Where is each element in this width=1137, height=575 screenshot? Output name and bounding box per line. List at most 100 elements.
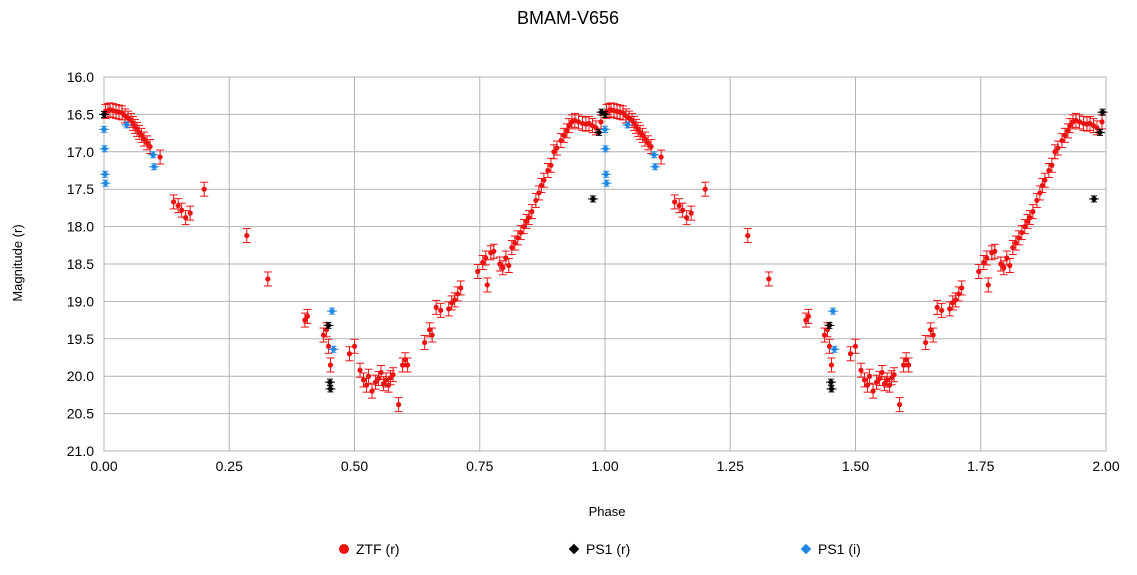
data-point — [865, 368, 874, 384]
data-marker — [378, 369, 384, 376]
data-marker — [123, 121, 130, 129]
data-point — [100, 170, 111, 178]
data-marker — [446, 306, 452, 312]
data-marker — [357, 367, 363, 373]
data-point — [857, 362, 866, 378]
data-marker — [598, 119, 604, 125]
data-marker — [602, 170, 610, 178]
data-point — [513, 230, 522, 246]
data-marker — [100, 111, 108, 118]
data-marker — [201, 186, 207, 192]
y-tick-label: 17.5 — [67, 181, 94, 197]
data-point — [99, 145, 110, 153]
data-point — [1040, 172, 1049, 188]
data-marker — [149, 151, 157, 159]
data-point — [1008, 240, 1017, 256]
legend: ZTF (r) PS1 (r) PS1 (i) — [339, 541, 861, 557]
x-tick-label: 0.25 — [216, 458, 243, 474]
data-marker — [985, 282, 991, 288]
data-marker — [956, 291, 962, 297]
data-marker — [879, 369, 885, 376]
data-point — [350, 338, 359, 354]
x-tick-label: 1.50 — [842, 458, 869, 474]
data-point — [678, 202, 687, 218]
y-tick-label: 20.0 — [67, 368, 94, 384]
data-point — [937, 302, 946, 318]
data-point — [641, 131, 650, 147]
data-marker — [826, 321, 833, 329]
data-marker — [602, 145, 609, 153]
data-marker — [369, 388, 375, 394]
data-point — [379, 376, 388, 392]
data-point — [324, 338, 333, 354]
data-marker — [1090, 195, 1098, 203]
data-point — [895, 397, 904, 413]
data-marker — [438, 307, 444, 313]
legend-label: PS1 (i) — [818, 541, 861, 557]
y-tick-label: 16.0 — [67, 69, 94, 85]
data-marker — [455, 291, 461, 297]
data-marker — [651, 163, 659, 171]
data-marker — [1027, 215, 1033, 221]
data-marker — [346, 351, 353, 357]
data-point — [687, 205, 696, 221]
data-marker — [1010, 244, 1016, 251]
series-2 — [99, 121, 840, 353]
data-marker — [939, 307, 945, 313]
data-marker — [828, 385, 835, 393]
data-point — [600, 110, 610, 118]
data-marker — [100, 125, 108, 133]
data-marker — [891, 372, 897, 378]
data-point — [428, 327, 437, 343]
data-point — [174, 198, 183, 214]
data-marker — [766, 276, 772, 282]
data-marker — [365, 373, 372, 379]
data-marker — [672, 199, 678, 205]
data-point — [904, 357, 913, 373]
data-marker — [175, 203, 181, 209]
data-point — [242, 228, 251, 244]
legend-label: PS1 (r) — [586, 541, 630, 557]
data-point — [824, 321, 835, 329]
data-point — [495, 256, 504, 272]
x-tick-label: 1.75 — [967, 458, 994, 474]
data-marker — [429, 332, 435, 338]
data-marker — [506, 262, 512, 269]
data-point — [539, 172, 548, 188]
data-marker — [325, 321, 332, 329]
data-marker — [1062, 132, 1068, 138]
data-marker — [561, 132, 567, 138]
plot-area: 0.00 0.25 0.50 0.75 1.00 1.25 1.50 1.75 2.00 16.… — [67, 69, 1120, 474]
data-marker — [1076, 119, 1083, 125]
data-point — [436, 302, 445, 318]
data-point — [394, 397, 403, 413]
data-marker — [147, 143, 153, 150]
data-point — [670, 194, 679, 210]
data-marker — [803, 317, 809, 323]
data-marker — [518, 229, 524, 236]
data-point — [169, 194, 178, 210]
data-point — [99, 110, 109, 118]
data-marker — [650, 151, 658, 159]
data-marker — [523, 218, 529, 224]
data-point — [996, 256, 1005, 272]
data-marker — [601, 111, 609, 118]
y-tick-label: 18.5 — [67, 256, 94, 272]
data-point — [743, 228, 752, 244]
data-point — [890, 367, 899, 383]
legend-entry: PS1 (r) — [568, 541, 630, 557]
legend-label: ZTF (r) — [356, 541, 400, 557]
data-point — [851, 338, 860, 354]
data-point — [303, 308, 312, 324]
data-point — [135, 124, 144, 140]
data-point — [829, 345, 840, 353]
data-marker — [981, 259, 987, 266]
data-marker — [1030, 209, 1036, 215]
data-point — [324, 378, 335, 386]
data-marker — [688, 210, 694, 216]
data-marker — [372, 379, 379, 385]
data-marker — [187, 210, 193, 216]
data-marker — [1024, 218, 1030, 224]
data-marker — [645, 140, 651, 146]
data-marker — [1052, 149, 1058, 155]
